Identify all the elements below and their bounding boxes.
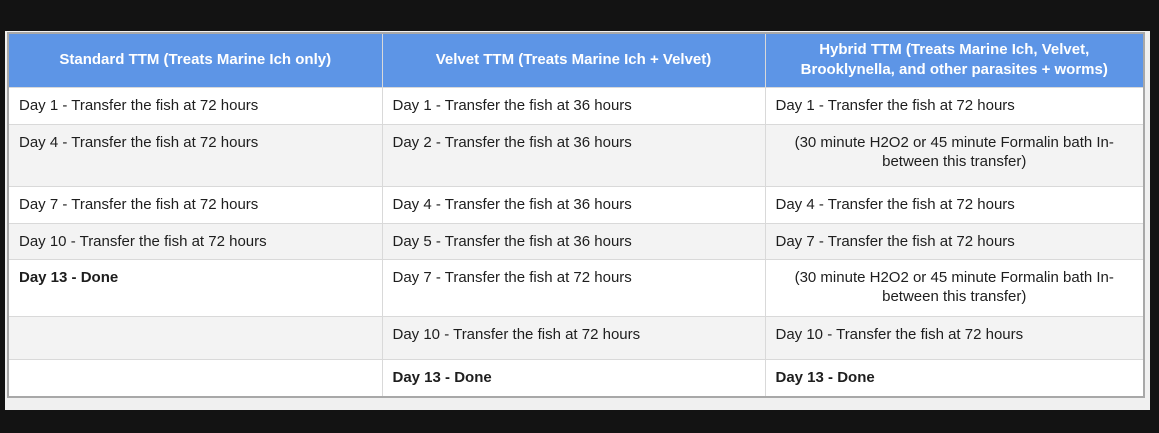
table-cell: Day 7 - Transfer the fish at 72 hours xyxy=(381,258,766,317)
table-cell: Day 1 - Transfer the fish at 36 hours xyxy=(381,86,766,125)
table-row: Day 13 - Done Day 13 - Done xyxy=(7,358,1145,398)
header-row: Standard TTM (Treats Marine Ich only) Vel… xyxy=(7,32,1145,88)
table-row: Day 4 - Transfer the fish at 72 hours Day… xyxy=(7,123,1145,187)
table-cell: Day 4 - Transfer the fish at 72 hours xyxy=(764,185,1145,224)
table-cell: Day 10 - Transfer the fish at 72 hours xyxy=(381,315,766,360)
table-cell: Day 7 - Transfer the fish at 72 hours xyxy=(7,185,383,224)
table-cell: Day 1 - Transfer the fish at 72 hours xyxy=(764,86,1145,125)
table-cell xyxy=(7,315,383,360)
table-cell: (30 minute H2O2 or 45 minute Formalin ba… xyxy=(764,258,1145,317)
table-row: Day 1 - Transfer the fish at 72 hours Day… xyxy=(7,86,1145,125)
content-panel: Standard TTM (Treats Marine Ich only) Vel… xyxy=(5,31,1150,410)
table-row: Day 13 - Done Day 7 - Transfer the fish a… xyxy=(7,258,1145,317)
table-row: Day 7 - Transfer the fish at 72 hours Day… xyxy=(7,185,1145,224)
table-cell: Day 7 - Transfer the fish at 72 hours xyxy=(764,222,1145,260)
table-cell: (30 minute H2O2 or 45 minute Formalin ba… xyxy=(764,123,1145,187)
table-cell: Day 4 - Transfer the fish at 72 hours xyxy=(7,123,383,187)
table-row: Day 10 - Transfer the fish at 72 hours Da… xyxy=(7,222,1145,260)
header-cell-1: Standard TTM (Treats Marine Ich only) xyxy=(7,32,383,88)
table-cell: Day 1 - Transfer the fish at 72 hours xyxy=(7,86,383,125)
header-cell-2: Velvet TTM (Treats Marine Ich + Velvet) xyxy=(381,32,766,88)
table-body: Day 1 - Transfer the fish at 72 hours Day… xyxy=(7,86,1145,398)
table-cell: Day 13 - Done xyxy=(764,358,1145,398)
table-cell: Day 5 - Transfer the fish at 36 hours xyxy=(381,222,766,260)
table-cell: Day 13 - Done xyxy=(7,258,383,317)
ttm-schedule-table: Standard TTM (Treats Marine Ich only) Vel… xyxy=(7,32,1145,398)
table-cell xyxy=(7,358,383,398)
table-row: Day 10 - Transfer the fish at 72 hours Da… xyxy=(7,315,1145,360)
table-cell: Day 4 - Transfer the fish at 36 hours xyxy=(381,185,766,224)
table-cell: Day 2 - Transfer the fish at 36 hours xyxy=(381,123,766,187)
table-cell: Day 13 - Done xyxy=(381,358,766,398)
header-cell-3: Hybrid TTM (Treats Marine Ich, Velvet, B… xyxy=(764,32,1145,88)
table-cell: Day 10 - Transfer the fish at 72 hours xyxy=(7,222,383,260)
table-cell: Day 10 - Transfer the fish at 72 hours xyxy=(764,315,1145,360)
